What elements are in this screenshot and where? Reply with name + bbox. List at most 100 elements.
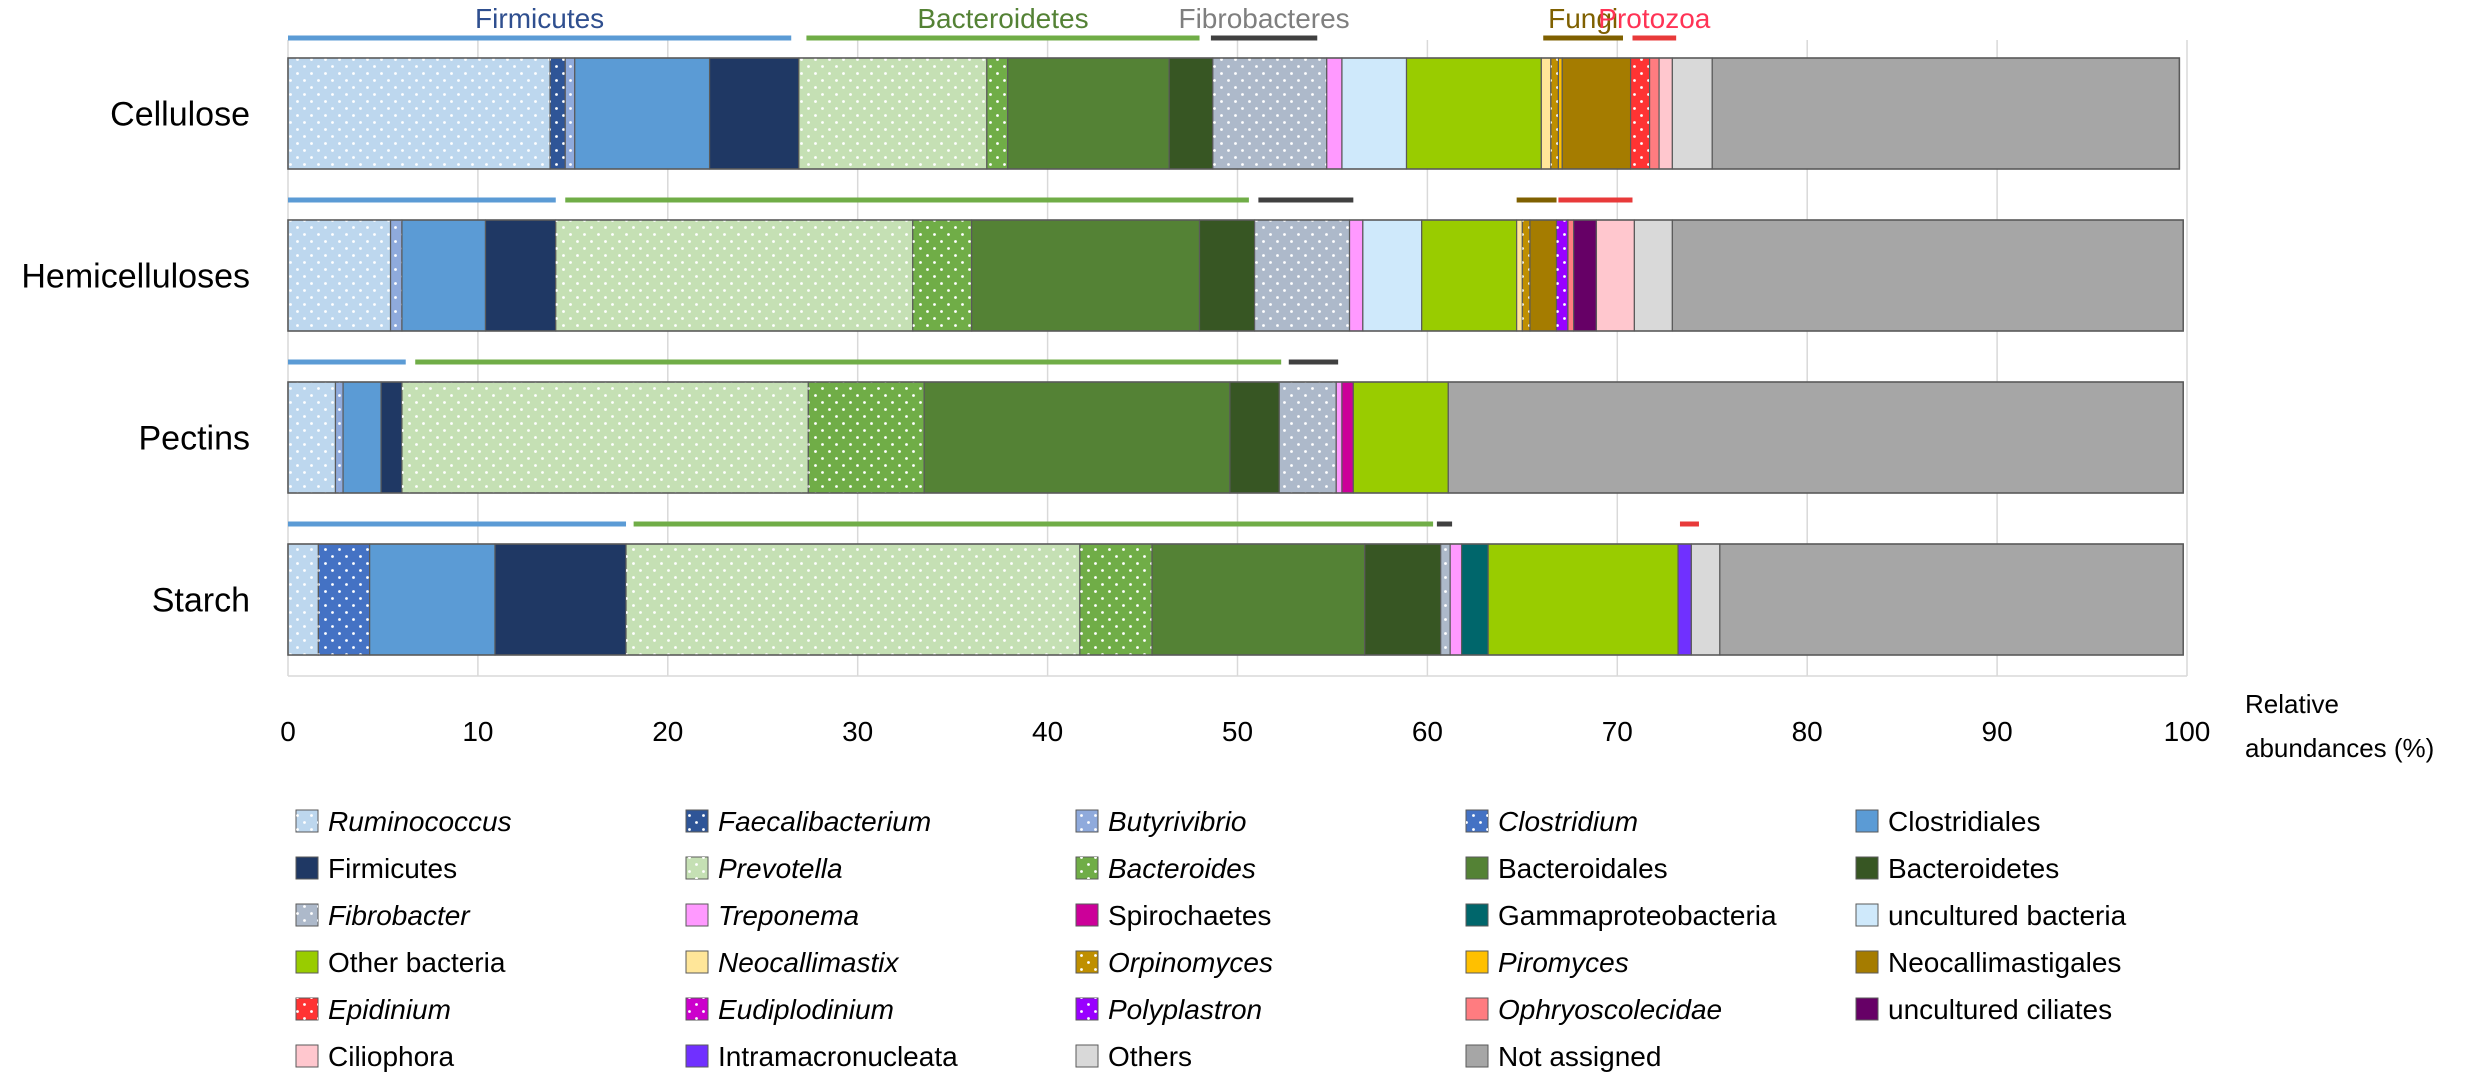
- legend-label: Neocallimastigales: [1888, 947, 2121, 978]
- legend-swatch-texture: [1076, 857, 1098, 879]
- x-axis-label: Relative: [2245, 689, 2339, 719]
- legend-label: Bacteroides: [1108, 853, 1256, 884]
- x-axis-ticks: 0 10 20 30 40 50 60 70 80 90 100: [280, 716, 2210, 747]
- legend-swatch: [685, 950, 709, 974]
- legend-label: Polyplastron: [1108, 994, 1262, 1025]
- segment-starch-treponema: [1449, 543, 1463, 656]
- segment-cellulose-ophryoscolecidae: [1648, 57, 1660, 170]
- segment-hemicelluloses-other-bacteria: [1421, 219, 1518, 332]
- segment-cellulose-uncultured-bacteria: [1341, 57, 1408, 170]
- segment-cellulose-others: [1671, 57, 1713, 170]
- legend-swatch: [1465, 997, 1489, 1021]
- group-label-fungi: Fungi: [1548, 3, 1618, 34]
- legend-item-not-assigned: Not assigned: [1465, 1041, 1661, 1072]
- legend-item-neocallimastigales: Neocallimastigales: [1855, 947, 2121, 978]
- group-label-firmicutes: Firmicutes: [475, 3, 604, 34]
- legend-item-ophryoscolecidae: Ophryoscolecidae: [1465, 994, 1722, 1025]
- segment-hemicelluloses-clostridiales: [401, 219, 487, 332]
- legend-swatch: [1075, 1044, 1099, 1068]
- legend-label: Butyrivibrio: [1108, 806, 1246, 837]
- legend: Ruminococcus Faecalibacterium Butyrivibrio…: [295, 806, 2127, 1072]
- segment-starch-not-assigned: [1719, 543, 2184, 656]
- legend-item-piromyces: Piromyces: [1465, 947, 1629, 978]
- legend-swatch-texture: [296, 810, 318, 832]
- legend-swatch: [1465, 903, 1489, 927]
- segment-pectins-clostridiales: [342, 381, 382, 494]
- legend-label: Not assigned: [1498, 1041, 1661, 1072]
- segment-texture: [1556, 220, 1568, 331]
- tick-label-100: 100: [2164, 716, 2211, 747]
- legend-swatch: [1855, 997, 1879, 1021]
- legend-swatch: [1855, 950, 1879, 974]
- tick-label-30: 30: [842, 716, 873, 747]
- segment-texture: [288, 544, 319, 655]
- segment-starch-bacteroidetes: [1364, 543, 1442, 656]
- segment-texture: [288, 58, 551, 169]
- segment-texture: [1522, 220, 1530, 331]
- legend-swatch: [1465, 1044, 1489, 1068]
- legend-swatch-texture: [1466, 810, 1488, 832]
- segment-cellulose-other-bacteria: [1405, 57, 1542, 170]
- legend-item-epidinium: Epidinium: [295, 994, 451, 1025]
- segment-starch-bacteroidales: [1151, 543, 1366, 656]
- legend-item-faecalibacterium: Faecalibacterium: [685, 806, 931, 837]
- group-label-protozoa: Protozoa: [1598, 3, 1710, 34]
- segment-cellulose-neocallimastix: [1540, 57, 1552, 170]
- segment-texture: [1630, 58, 1650, 169]
- segment-cellulose-firmicutes: [708, 57, 800, 170]
- group-label-bacteroidetes: Bacteroidetes: [917, 3, 1088, 34]
- tick-label-40: 40: [1032, 716, 1063, 747]
- legend-label: Treponema: [718, 900, 859, 931]
- bar-frame: [287, 219, 2184, 332]
- legend-item-neocallimastix: Neocallimastix: [685, 947, 899, 978]
- legend-swatch: [1075, 903, 1099, 927]
- legend-item-uncultured-bacteria: uncultured bacteria: [1855, 900, 2127, 931]
- legend-swatch: [1855, 809, 1879, 833]
- segment-hemicelluloses-not-assigned: [1671, 219, 2184, 332]
- segment-starch-other-bacteria: [1487, 543, 1679, 656]
- legend-item-uncultured-ciliates: uncultured ciliates: [1855, 994, 2112, 1025]
- legend-label: Fibrobacter: [328, 900, 471, 931]
- segment-pectins-treponema: [1335, 381, 1343, 494]
- segment-texture: [808, 382, 925, 493]
- segment-texture: [986, 58, 1008, 169]
- segment-hemicelluloses-others: [1633, 219, 1673, 332]
- legend-item-clostridium: Clostridium: [1465, 806, 1638, 837]
- legend-item-eudiplodinium: Eudiplodinium: [685, 994, 894, 1025]
- segment-texture: [1279, 382, 1337, 493]
- tick-label-80: 80: [1792, 716, 1823, 747]
- segment-cellulose-ciliophora: [1658, 57, 1673, 170]
- segment-texture: [1440, 544, 1451, 655]
- legend-item-bacteroides: Bacteroides: [1075, 853, 1256, 884]
- legend-label: Ruminococcus: [328, 806, 512, 837]
- legend-label: Clostridiales: [1888, 806, 2041, 837]
- legend-swatch-texture: [1076, 998, 1098, 1020]
- tick-label-60: 60: [1412, 716, 1443, 747]
- segment-texture: [401, 382, 809, 493]
- tick-label-70: 70: [1602, 716, 1633, 747]
- segment-starch-clostridiales: [369, 543, 496, 656]
- segment-texture: [288, 220, 391, 331]
- segment-texture: [555, 220, 913, 331]
- segment-hemicelluloses-firmicutes: [484, 219, 557, 332]
- tick-label-50: 50: [1222, 716, 1253, 747]
- segment-cellulose-bacteroidetes: [1168, 57, 1214, 170]
- legend-swatch-texture: [686, 998, 708, 1020]
- legend-swatch-texture: [686, 857, 708, 879]
- segment-starch-others: [1690, 543, 1721, 656]
- legend-label: Other bacteria: [328, 947, 506, 978]
- bar-frame: [287, 381, 2184, 494]
- legend-swatch: [685, 1044, 709, 1068]
- segment-texture: [798, 58, 987, 169]
- segment-hemicelluloses-uncultured-bacteria: [1362, 219, 1423, 332]
- segment-hemicelluloses-bacteroidales: [971, 219, 1201, 332]
- tick-label-0: 0: [280, 716, 296, 747]
- legend-label: Spirochaetes: [1108, 900, 1271, 931]
- segment-hemicelluloses-neocallimastigales: [1529, 219, 1558, 332]
- segment-texture: [390, 220, 402, 331]
- legend-swatch-texture: [1076, 810, 1098, 832]
- segment-starch-firmicutes: [494, 543, 627, 656]
- legend-swatch: [1465, 950, 1489, 974]
- legend-item-bacteroidales: Bacteroidales: [1465, 853, 1668, 884]
